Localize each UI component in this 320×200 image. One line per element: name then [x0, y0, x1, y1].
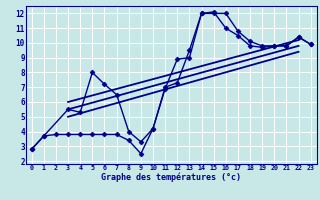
X-axis label: Graphe des températures (°c): Graphe des températures (°c): [101, 172, 241, 182]
